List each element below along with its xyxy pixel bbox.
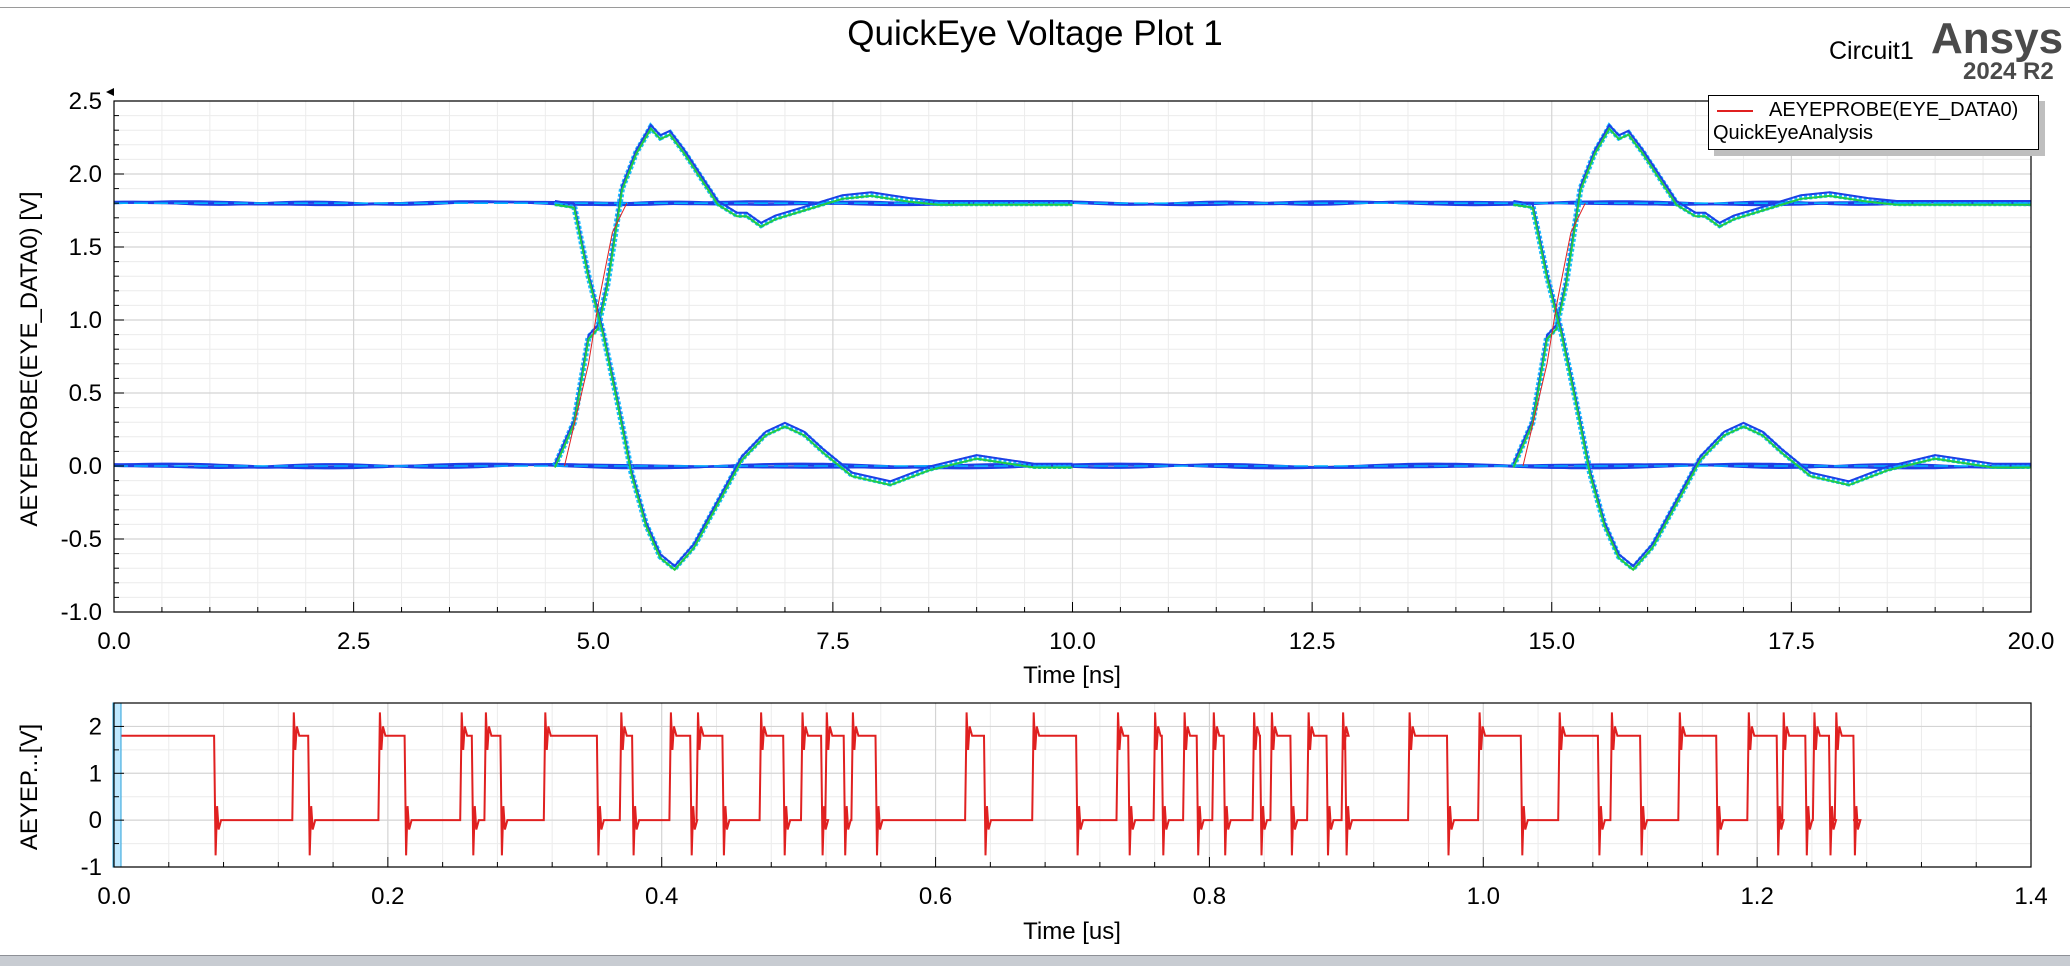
y-tick-label: 2 <box>89 713 102 740</box>
eye-edge-trace <box>1512 127 2031 468</box>
x-tick-label: 1.0 <box>1467 883 1500 910</box>
transient-major-grid <box>114 703 2031 868</box>
axis-marker-arrow <box>106 88 114 96</box>
eye-edge-envelope <box>1510 122 2031 468</box>
eye-edge-trace <box>1512 123 2031 465</box>
legend-swatch <box>1717 110 1753 112</box>
x-tick-label: 7.5 <box>816 628 849 655</box>
y-tick-label: 1.0 <box>69 307 102 334</box>
transient-axis-ticks <box>113 702 2032 868</box>
y-tick-label: -1.0 <box>61 599 102 626</box>
eye-diagram-plot[interactable]: 0.0 2.5 5.0 7.5 10.0 12.5 15.0 17.5 20.0 2.5 2.0 1… <box>16 88 2054 689</box>
y-tick-label: 0.0 <box>69 453 102 480</box>
transient-x-tick-labels: 0.0 0.2 0.4 0.6 0.8 1.0 1.2 1.4 <box>97 883 2047 910</box>
legend-analysis-label: QuickEyeAnalysis <box>1713 122 1874 144</box>
transient-trace <box>114 712 1862 856</box>
x-tick-label: 1.4 <box>2014 883 2047 910</box>
y-tick-label: 2.0 <box>69 161 102 188</box>
x-tick-label: 2.5 <box>337 628 370 655</box>
ansys-logo: Ansys <box>1931 14 2064 63</box>
transient-y-tick-labels: 2 1 0 -1 <box>81 713 102 881</box>
eye-edge-trace <box>553 127 1073 468</box>
transient-y-axis-label: AEYEP...[V] <box>16 724 43 850</box>
legend[interactable]: AEYEPROBE(EYE_DATA0) QuickEyeAnalysis <box>1708 95 2039 150</box>
x-tick-label: 20.0 <box>2008 628 2055 655</box>
transient-waveform <box>114 712 1862 856</box>
x-tick-label: 0.2 <box>371 883 404 910</box>
y-tick-label: 1 <box>89 760 102 787</box>
plot-title: QuickEye Voltage Plot 1 <box>847 14 1223 53</box>
eye-edge-trace <box>553 123 1073 465</box>
eye-edge-trace <box>554 203 1073 572</box>
y-tick-label: 0 <box>89 807 102 834</box>
y-tick-label: -0.5 <box>61 526 102 553</box>
x-tick-label: 12.5 <box>1289 628 1336 655</box>
y-tick-label: 0.5 <box>69 380 102 407</box>
y-tick-label: -1 <box>81 854 102 881</box>
y-tick-label: 2.5 <box>69 88 102 115</box>
eye-crossing-trace <box>564 202 628 467</box>
ansys-version: 2024 R2 <box>1963 58 2054 85</box>
eye-edge-envelope <box>552 122 1073 468</box>
x-tick-label: 0.8 <box>1193 883 1226 910</box>
window-top-border <box>0 0 2070 8</box>
eye-edge-trace <box>1513 203 2031 572</box>
x-tick-label: 1.2 <box>1740 883 1773 910</box>
eye-y-axis-label: AEYEPROBE(EYE_DATA0) [V] <box>16 191 43 526</box>
x-tick-label: 17.5 <box>1768 628 1815 655</box>
x-tick-label: 10.0 <box>1049 628 1096 655</box>
eye-y-tick-labels: 2.5 2.0 1.5 1.0 0.5 0.0 -0.5 -1.0 <box>61 88 102 626</box>
y-tick-label: 1.5 <box>69 234 102 261</box>
eye-edge-trace <box>554 200 1073 568</box>
transient-plot[interactable]: 0.0 0.2 0.4 0.6 0.8 1.0 1.2 1.4 2 1 0 -1 Time [us]… <box>16 702 2048 945</box>
eye-traces <box>113 122 2032 573</box>
eye-axis-ticks <box>113 100 2032 613</box>
eye-edge-envelope <box>1512 200 2031 573</box>
eye-edge-envelope <box>554 200 1073 573</box>
x-tick-label: 5.0 <box>577 628 610 655</box>
legend-series-label: AEYEPROBE(EYE_DATA0) <box>1769 99 2019 121</box>
x-tick-label: 0.4 <box>645 883 678 910</box>
transient-minor-grid <box>114 702 2031 867</box>
eye-crossing-trace <box>1522 202 1586 467</box>
window-bottom-scrollbar[interactable] <box>0 955 2070 966</box>
eye-edge-trace <box>1513 200 2031 568</box>
circuit-label: Circuit1 <box>1829 37 1914 65</box>
eye-x-tick-labels: 0.0 2.5 5.0 7.5 10.0 12.5 15.0 17.5 20.0 <box>97 628 2054 655</box>
x-tick-label: 0.0 <box>97 883 130 910</box>
transient-x-axis-label: Time [us] <box>1023 918 1121 945</box>
x-tick-label: 0.0 <box>97 628 130 655</box>
transient-plot-frame <box>113 702 2032 868</box>
x-tick-label: 15.0 <box>1528 628 1575 655</box>
eye-x-axis-label: Time [ns] <box>1023 662 1121 689</box>
x-tick-label: 0.6 <box>919 883 952 910</box>
